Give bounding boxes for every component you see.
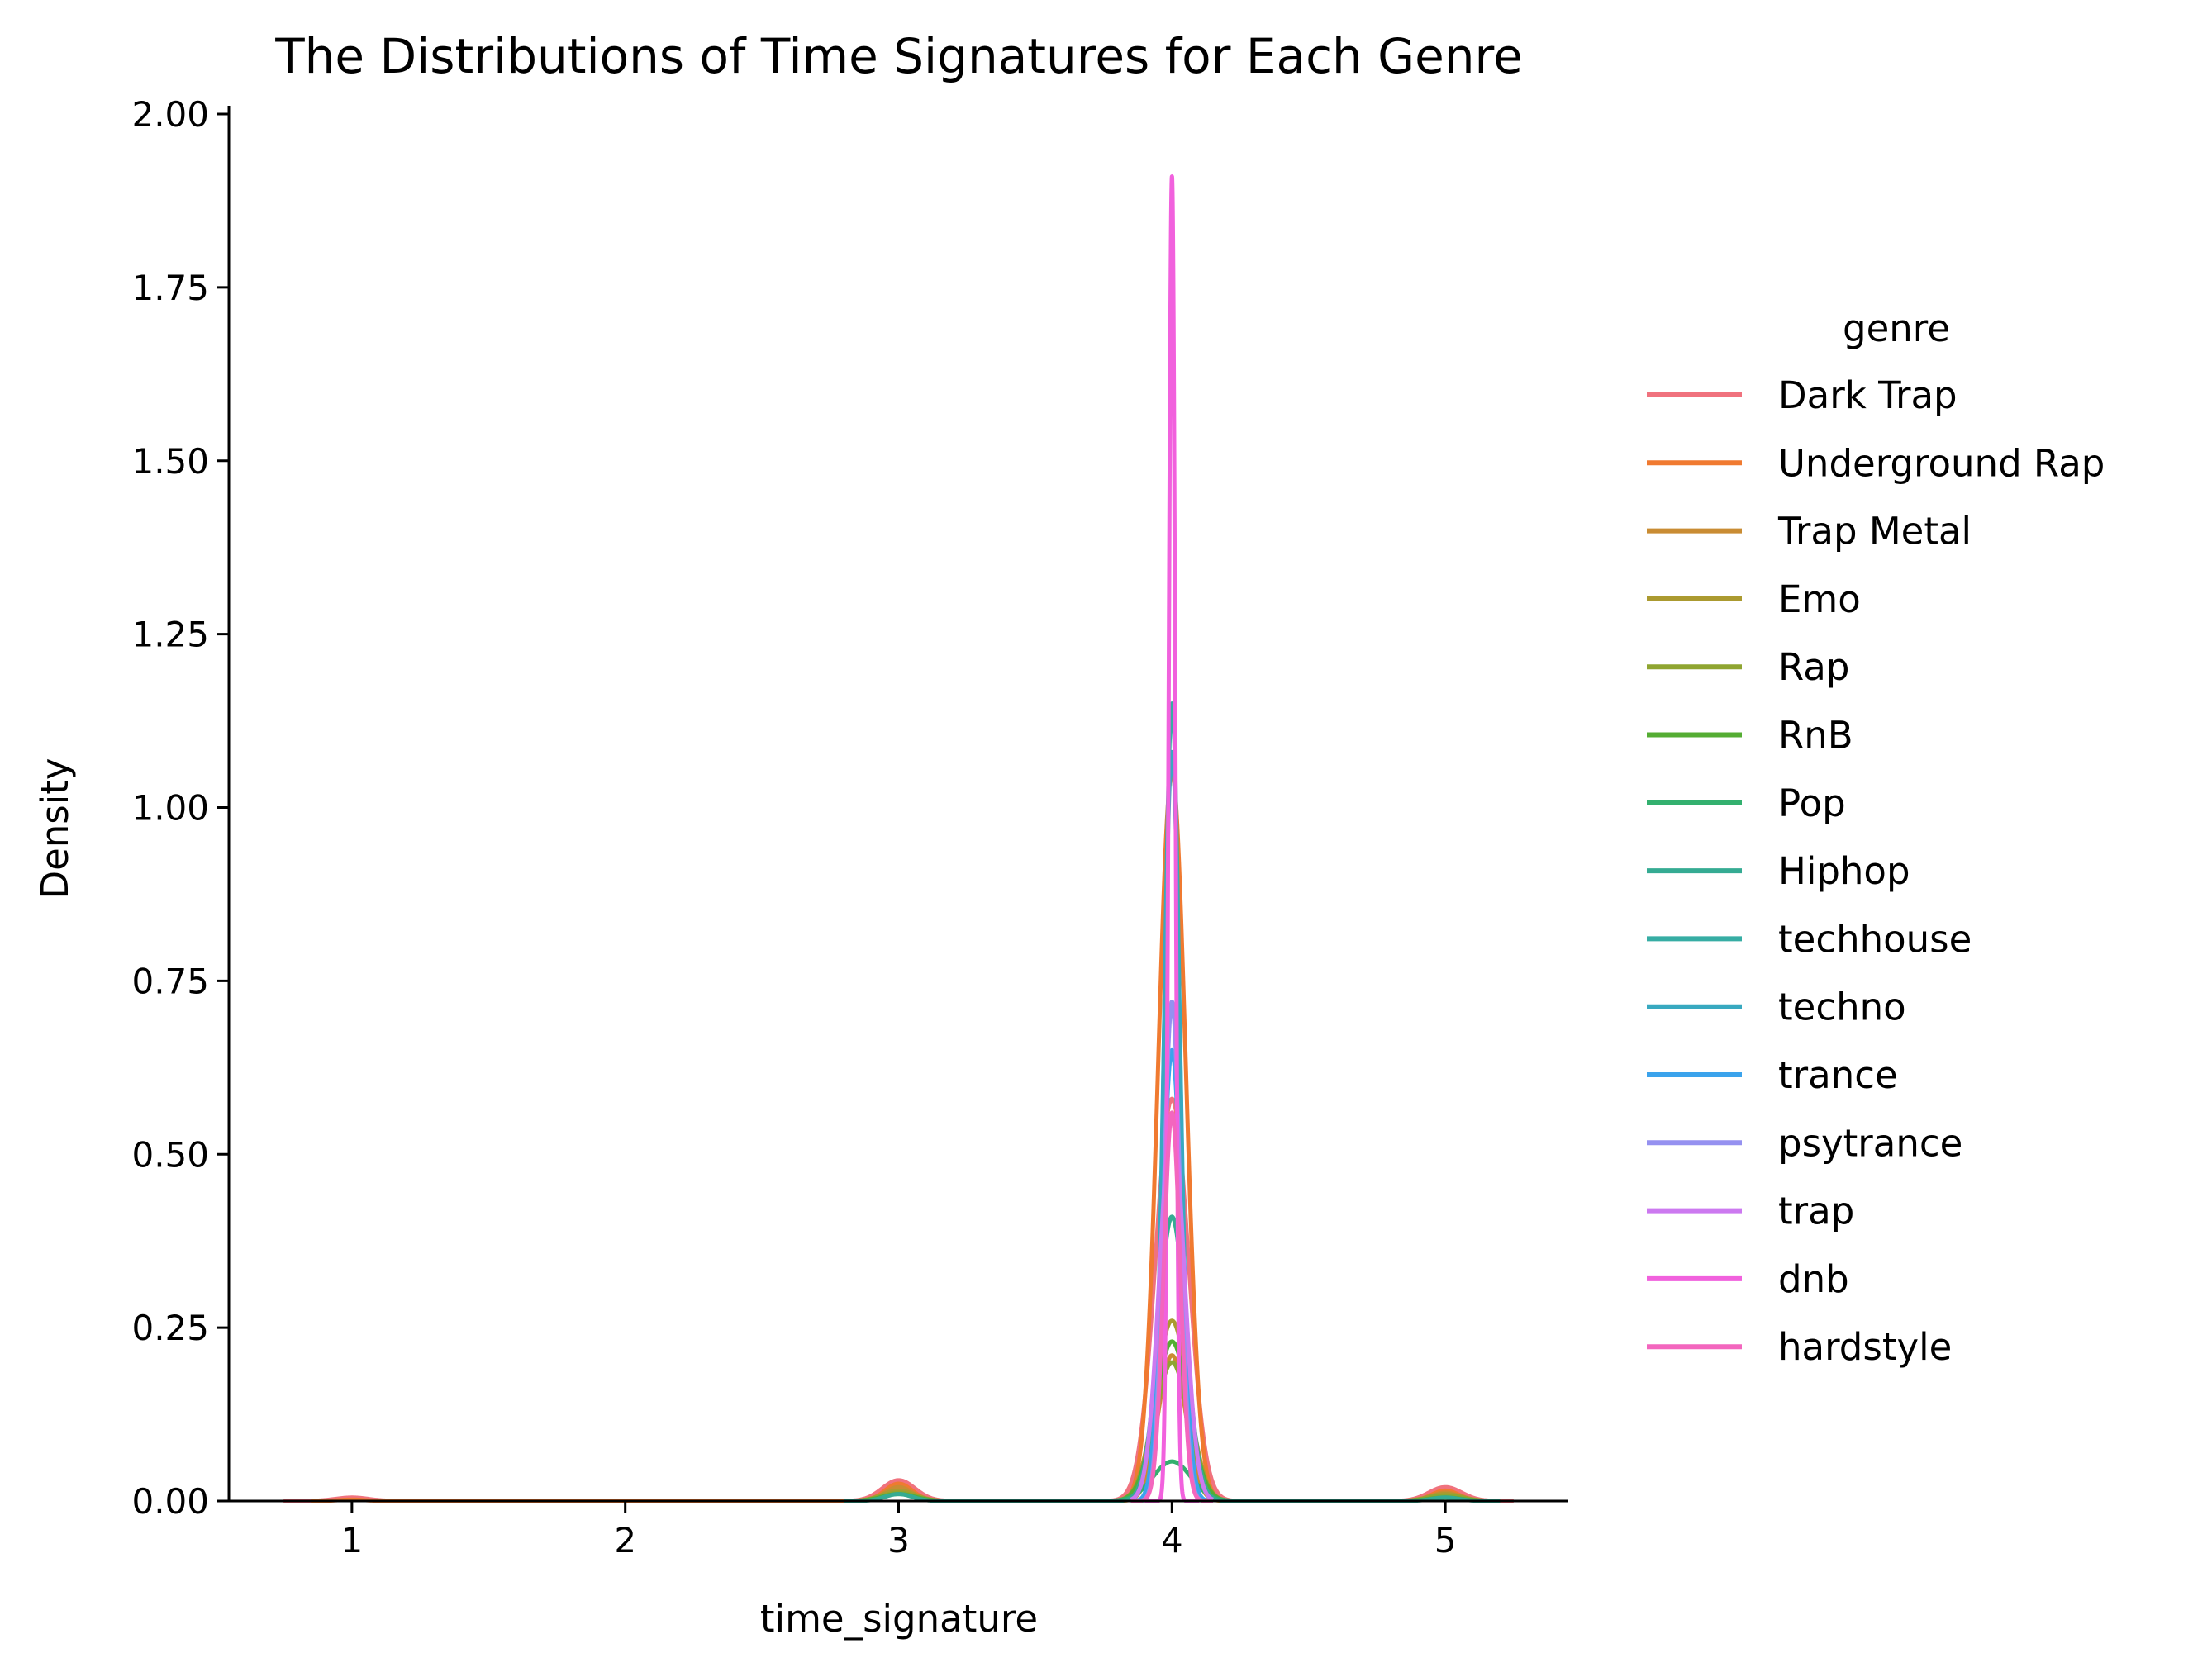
- x-ticks: 1 2 3 4 5: [341, 1501, 1457, 1560]
- y-tick-label: 1.50: [131, 441, 209, 482]
- legend-label: techno: [1778, 986, 1906, 1029]
- y-tick-label: 1.25: [131, 615, 209, 655]
- axes: [227, 106, 1568, 1503]
- legend-label: RnB: [1778, 714, 1853, 758]
- legend-label: Emo: [1778, 577, 1861, 621]
- legend-label: Rap: [1778, 645, 1849, 689]
- series-line-3: [842, 1318, 1502, 1503]
- x-axis-label: time_signature: [760, 1597, 1038, 1641]
- legend: genre Dark Trap Underground Rap Trap Metal…: [1647, 306, 2105, 1369]
- series-line-1: [309, 771, 1501, 1503]
- x-tick-label: 4: [1161, 1520, 1183, 1560]
- series-line-2: [842, 1353, 1502, 1503]
- series-line-9: [1129, 749, 1215, 1503]
- x-tick-label: 5: [1434, 1520, 1457, 1560]
- legend-label: psytrance: [1778, 1121, 1962, 1165]
- y-tick-label: 0.25: [131, 1308, 209, 1348]
- y-axis-label: Density: [33, 758, 77, 899]
- legend-label: hardstyle: [1778, 1325, 1952, 1369]
- x-tick-label: 1: [341, 1520, 364, 1560]
- y-ticks: 0.00 0.25 0.50 0.75 1.00 1.25 1.50 1.75 2.00: [131, 94, 229, 1522]
- series-line-7: [842, 1214, 1502, 1503]
- y-tick-label: 0.50: [131, 1134, 209, 1175]
- x-tick-label: 2: [614, 1520, 636, 1560]
- series-line-0: [282, 1096, 1515, 1503]
- legend-label: Dark Trap: [1778, 373, 1958, 417]
- y-tick-label: 1.00: [131, 788, 209, 829]
- density-curves: [282, 174, 1515, 1503]
- legend-title: genre: [1843, 306, 1950, 350]
- series-line-4: [842, 1360, 1502, 1503]
- legend-label: trap: [1778, 1190, 1854, 1233]
- chart-title: The Distributions of Time Signatures for…: [274, 28, 1523, 84]
- y-tick-label: 0.75: [131, 961, 209, 1001]
- series-line-5: [842, 1339, 1502, 1503]
- legend-label: Underground Rap: [1778, 441, 2105, 485]
- legend-label: dnb: [1778, 1257, 1849, 1301]
- legend-label: Hiphop: [1778, 849, 1910, 893]
- legend-label: techhouse: [1778, 917, 1972, 961]
- series-line-14: [1129, 1110, 1215, 1503]
- y-tick-label: 2.00: [131, 94, 209, 135]
- legend-label: trance: [1778, 1053, 1898, 1097]
- y-tick-label: 1.75: [131, 268, 209, 308]
- series-line-10: [1129, 1047, 1215, 1503]
- y-tick-label: 0.00: [131, 1481, 209, 1522]
- legend-label: Trap Metal: [1777, 510, 1972, 553]
- x-tick-label: 3: [887, 1520, 910, 1560]
- legend-label: Pop: [1778, 781, 1846, 825]
